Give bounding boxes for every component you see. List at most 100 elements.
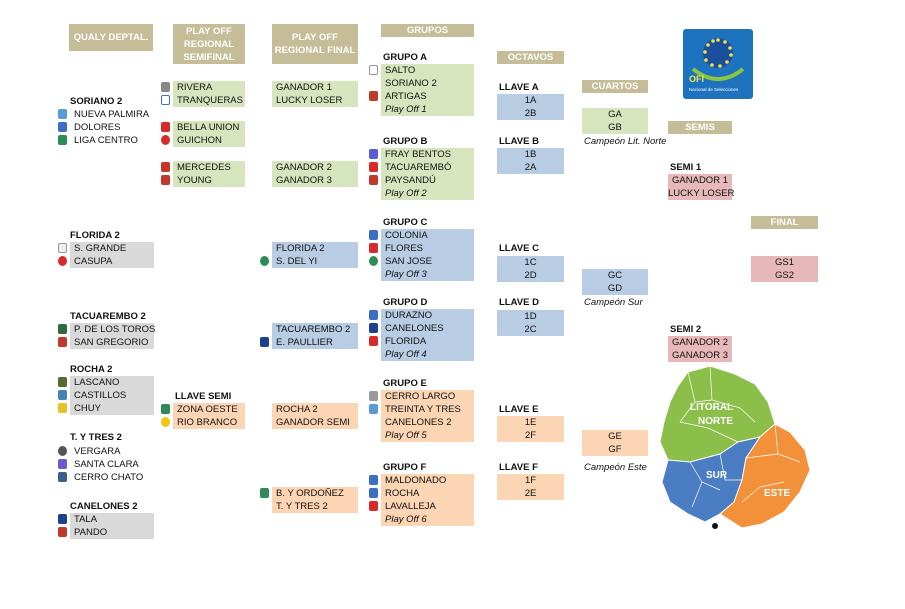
logo-text: OFI bbox=[689, 74, 704, 84]
club-shield-icon bbox=[260, 337, 269, 347]
club-shield-icon bbox=[369, 175, 378, 185]
club-shield-icon bbox=[58, 256, 67, 266]
octavos-d-slot-2: 2C bbox=[524, 324, 537, 335]
llave-b-title: LLAVE B bbox=[499, 136, 539, 147]
club-shield-icon bbox=[369, 65, 378, 75]
team-lascano: LASCANO bbox=[58, 376, 154, 389]
team-san-jose: SAN JOSE bbox=[369, 255, 474, 268]
club-shield-icon bbox=[369, 149, 378, 159]
grupo-a-title: GRUPO A bbox=[383, 52, 427, 63]
club-shield-icon bbox=[58, 377, 67, 387]
club-shield-icon bbox=[369, 91, 378, 101]
play-off-2-label: Play Off 2 bbox=[385, 188, 427, 199]
team-liga-centro: LIGA CENTRO bbox=[58, 134, 154, 147]
team-s-grande: S. GRANDE bbox=[58, 242, 154, 255]
llave-c-title: LLAVE C bbox=[499, 243, 539, 254]
qualy-tacuarembo-title: TACUAREMBO 2 bbox=[70, 311, 146, 322]
team-lavalleja: LAVALLEJA bbox=[369, 500, 474, 513]
club-shield-icon bbox=[58, 472, 67, 482]
team-colonia: COLONIA bbox=[369, 229, 474, 242]
cuartos-norte-slot-2: GB bbox=[608, 122, 622, 133]
grupo-b-title: GRUPO B bbox=[383, 136, 428, 147]
header-semis: SEMIS bbox=[668, 121, 732, 134]
team-nueva-palmira: NUEVA PALMIRA bbox=[58, 108, 154, 121]
club-shield-icon bbox=[58, 403, 67, 413]
team-vergara: VERGARA bbox=[58, 445, 154, 458]
club-shield-icon bbox=[260, 256, 269, 266]
club-shield-icon bbox=[369, 323, 378, 333]
club-shield-icon bbox=[161, 135, 170, 145]
club-shield-icon bbox=[260, 488, 269, 498]
team-pando: PANDO bbox=[58, 526, 154, 539]
team-flores: FLORES bbox=[369, 242, 474, 255]
club-shield-icon bbox=[161, 122, 170, 132]
final-f2-slot-1: GANADOR 2 bbox=[276, 162, 332, 173]
team-san-gregorio: SAN GREGORIO bbox=[58, 336, 154, 349]
team-cerro-chato: CERRO CHATO bbox=[58, 471, 154, 484]
octavos-f-slot-2: 2E bbox=[524, 488, 537, 499]
team-chuy: CHUY bbox=[58, 402, 154, 415]
club-shield-icon bbox=[58, 135, 67, 145]
octavos-e-slot-1: 1E bbox=[524, 417, 537, 428]
club-shield-icon bbox=[58, 459, 67, 469]
final-f4-slot-1: TACUAREMBO 2 bbox=[276, 324, 351, 335]
header-qualy: QUALY DEPTAL. bbox=[69, 24, 153, 51]
club-shield-icon bbox=[161, 82, 170, 92]
club-shield-icon bbox=[369, 488, 378, 498]
semi-2-slot-1: GANADOR 2 bbox=[672, 337, 728, 348]
team-dolores: DOLORES bbox=[58, 121, 154, 134]
cuartos-este-slot-1: GE bbox=[608, 431, 622, 442]
llave-semi-title: LLAVE SEMI bbox=[175, 391, 232, 402]
club-shield-icon bbox=[369, 404, 378, 414]
grupo-f-title: GRUPO F bbox=[383, 462, 427, 473]
final-f3-slot-1: FLORIDA 2 bbox=[276, 243, 325, 254]
final-slot-1: GS1 bbox=[774, 257, 794, 268]
team-paysandu: PAYSANDÚ bbox=[369, 174, 474, 187]
play-off-3-label: Play Off 3 bbox=[385, 269, 427, 280]
semi-1-slot-1: GANADOR 1 bbox=[672, 175, 728, 186]
club-shield-icon bbox=[369, 336, 378, 346]
play-off-6-label: Play Off 6 bbox=[385, 514, 427, 525]
campeon-lit-norte-label: Campeón Lit. Norte bbox=[584, 136, 667, 147]
club-shield-icon bbox=[58, 122, 67, 132]
semi-2-slot-2: GANADOR 3 bbox=[672, 350, 728, 361]
club-shield-icon bbox=[369, 310, 378, 320]
club-shield-icon bbox=[369, 230, 378, 240]
team-santa-clara: SANTA CLARA bbox=[58, 458, 154, 471]
semi-2-title: SEMI 2 bbox=[670, 324, 702, 335]
octavos-c-slot-1: 1C bbox=[524, 257, 537, 268]
llave-d-title: LLAVE D bbox=[499, 297, 539, 308]
qualy-soriano-title: SORIANO 2 bbox=[70, 96, 123, 107]
team-fray-bentos: FRAY BENTOS bbox=[369, 148, 474, 161]
uruguay-region-map: LITORAL NORTE SUR ESTE bbox=[650, 362, 820, 537]
qualy-tytres-title: T. Y TRES 2 bbox=[70, 432, 122, 443]
club-shield-icon bbox=[58, 527, 67, 537]
qualy-rocha-title: ROCHA 2 bbox=[70, 364, 113, 375]
club-shield-icon bbox=[369, 391, 378, 401]
club-shield-icon bbox=[161, 175, 170, 185]
club-shield-icon bbox=[369, 501, 378, 511]
team-p-de-los-toros: P. DE LOS TOROS bbox=[58, 323, 155, 336]
team-florida: FLORIDA bbox=[369, 335, 474, 348]
cuartos-norte-slot-1: GA bbox=[608, 109, 622, 120]
club-shield-icon bbox=[161, 95, 170, 105]
header-final: FINAL bbox=[751, 216, 818, 229]
header-octavos: OCTAVOS bbox=[497, 51, 564, 64]
team-guichon: GUICHON bbox=[161, 134, 245, 147]
header-cuartos: CUARTOS bbox=[582, 80, 648, 93]
team-tacuarembo: TACUAREMBÓ bbox=[369, 161, 474, 174]
cuartos-sur-slot-2: GD bbox=[607, 283, 623, 294]
play-off-4-label: Play Off 4 bbox=[385, 349, 427, 360]
final-f6-slot-2: T. Y TRES 2 bbox=[276, 501, 328, 512]
club-shield-icon bbox=[161, 417, 170, 427]
grupo-d-title: GRUPO D bbox=[383, 297, 428, 308]
team-castillos: CASTILLOS bbox=[58, 389, 154, 402]
team-tranqueras: TRANQUERAS bbox=[161, 94, 245, 107]
final-f1-slot-2: LUCKY LOSER bbox=[276, 95, 343, 106]
team-tala: TALA bbox=[58, 513, 154, 526]
campeon-este-label: Campeón Este bbox=[584, 462, 647, 473]
team-durazno: DURAZNO bbox=[369, 309, 474, 322]
club-shield-icon bbox=[58, 390, 67, 400]
team-soriano-2: SORIANO 2 bbox=[385, 78, 437, 89]
team-e-paullier: E. PAULLIER bbox=[260, 336, 358, 349]
